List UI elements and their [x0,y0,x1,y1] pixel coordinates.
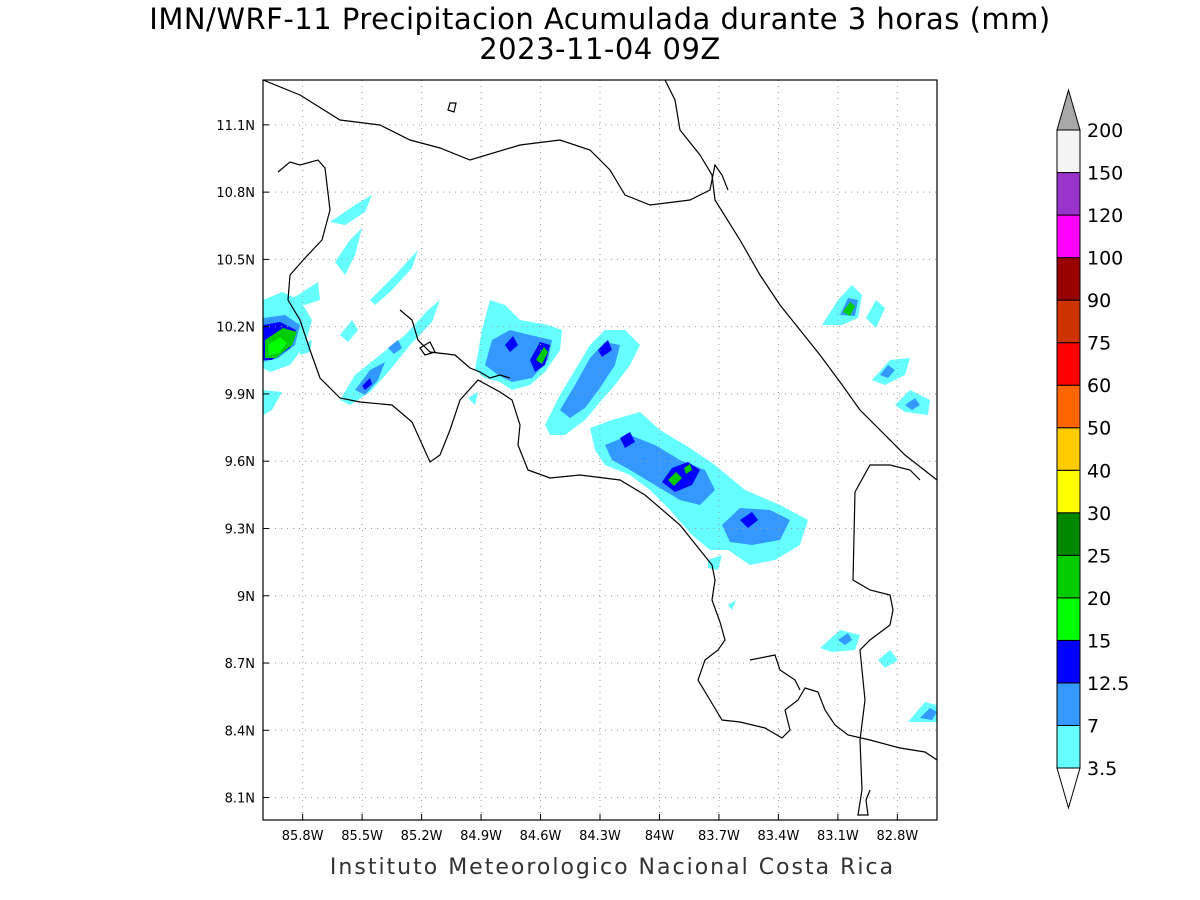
colorbar-label: 30 [1087,503,1111,525]
lon-tick-label: 84W [645,829,675,844]
colorbar-swatch [1056,342,1081,386]
colorbar-label: 12.5 [1087,673,1129,695]
colorbar-swatch [1056,257,1081,301]
colorbar-swatch [1056,639,1081,684]
lon-tick-label: 85.5W [341,829,383,844]
colorbar-swatch [1056,512,1081,556]
colorbar-label: 100 [1087,248,1123,270]
lat-tick-label: 8.4N [225,724,255,739]
colorbar-label: 20 [1087,588,1111,610]
lat-tick-label: 10.8N [216,186,255,201]
chart-title: IMN/WRF-11 Precipitacion Acumulada duran… [149,2,1051,36]
colorbar-swatch [1056,214,1081,259]
lon-tick-label: 84.6W [520,829,562,844]
colorbar-label: 60 [1087,375,1111,397]
lat-tick-label: 10.5N [216,253,255,268]
colorbar-swatch [1056,384,1081,429]
colorbar-swatch [1056,172,1081,216]
colorbar-label: 40 [1087,460,1111,482]
colorbar-label: 120 [1087,205,1123,227]
chart-subtitle: 2023-11-04 09Z [479,32,721,66]
lon-tick-label: 83.4W [758,829,800,844]
lat-tick-label: 10.2N [216,321,255,336]
colorbar-label: 90 [1087,290,1111,312]
coastlines [263,80,937,816]
lat-tick-label: 8.7N [225,657,255,672]
colorbar-swatch [1056,469,1081,514]
lon-tick-label: 84.9W [460,829,502,844]
colorbar-swatch [1056,597,1081,641]
colorbar-swatch [1056,299,1081,344]
colorbar-swatch [1056,427,1081,471]
colorbar-label: 200 [1087,120,1123,142]
lat-tick-label: 9.9N [225,388,255,403]
colorbar: 3.5 7 12.5 15 20 25 30 40 50 60 75 90 100 120 150 200 [1056,88,1129,810]
lon-tick-label: 82.8W [876,829,918,844]
lat-tick-label: 9.3N [225,522,255,537]
lon-tick-label: 83.1W [817,829,859,844]
colorbar-swatch [1056,724,1081,769]
colorbar-above-triangle [1056,88,1081,131]
lat-tick-label: 8.1N [225,792,255,807]
lat-tick-label: 11.1N [216,119,255,134]
map-axis-ticks: 85.8W 85.5W 85.2W 84.9W 84.6W 84.3W 84W 83.7W 83… [216,119,918,844]
colorbar-swatch [1056,682,1081,726]
colorbar-label: 150 [1087,163,1123,185]
colorbar-label: 50 [1087,418,1111,440]
colorbar-swatch [1056,129,1081,174]
lon-tick-label: 85.8W [282,829,324,844]
footer-credit: Instituto Meteorologico Nacional Costa R… [329,855,896,880]
colorbar-swatch [1056,554,1081,599]
colorbar-label: 7 [1087,715,1099,737]
lat-tick-label: 9N [237,590,255,605]
colorbar-label: 75 [1087,333,1111,355]
colorbar-label: 15 [1087,630,1111,652]
colorbar-label: 3.5 [1087,758,1117,780]
lon-tick-label: 84.3W [579,829,621,844]
map-grid [263,80,937,820]
lon-tick-label: 83.7W [698,829,740,844]
colorbar-label: 25 [1087,545,1111,567]
lat-tick-label: 9.6N [225,455,255,470]
colorbar-below-triangle [1056,767,1081,810]
lon-tick-label: 85.2W [401,829,443,844]
